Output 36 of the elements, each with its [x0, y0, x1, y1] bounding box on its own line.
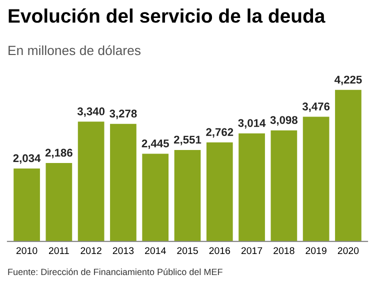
- chart-title: Evolución del servicio de la deuda: [8, 8, 326, 23]
- data-label: 3,278: [110, 110, 137, 120]
- data-label: 3,014: [238, 119, 266, 129]
- chart-subtitle: En millones de dólares: [8, 45, 141, 56]
- x-tick-label: 2010: [16, 247, 38, 254]
- bar: [174, 150, 201, 242]
- data-label: 2,186: [45, 148, 72, 158]
- bar: [78, 122, 104, 242]
- source-note: Fuente: Dirección de Financiamiento Público del MEF: [8, 268, 222, 276]
- data-label: 3,476: [302, 102, 330, 112]
- data-label: 3,098: [270, 116, 298, 126]
- x-tick-label: 2016: [209, 247, 230, 254]
- x-tick-label: 2012: [80, 247, 102, 254]
- x-tick-label: 2014: [145, 247, 166, 254]
- data-label: 4,225: [334, 76, 362, 86]
- bar: [110, 124, 136, 242]
- bar: [302, 116, 330, 242]
- data-label: 3,340: [77, 107, 105, 117]
- bar: [142, 154, 169, 242]
- data-label: 2,551: [174, 136, 202, 146]
- x-tick-label: 2020: [338, 247, 359, 254]
- bar: [14, 168, 40, 242]
- bar: [46, 163, 72, 242]
- data-label: 2,762: [206, 128, 234, 138]
- bar: [335, 90, 362, 242]
- x-tick-label: 2013: [112, 247, 134, 254]
- bar: [270, 130, 298, 242]
- data-label: 2,034: [13, 154, 41, 164]
- x-tick-label: 2018: [274, 247, 294, 254]
- data-label: 2,445: [142, 140, 169, 149]
- x-tick-label: 2011: [48, 247, 69, 254]
- bar: [206, 142, 233, 242]
- x-tick-label: 2017: [241, 247, 262, 254]
- bar: [238, 133, 265, 242]
- x-tick-label: 2015: [177, 247, 198, 254]
- x-tick-label: 2019: [306, 247, 326, 254]
